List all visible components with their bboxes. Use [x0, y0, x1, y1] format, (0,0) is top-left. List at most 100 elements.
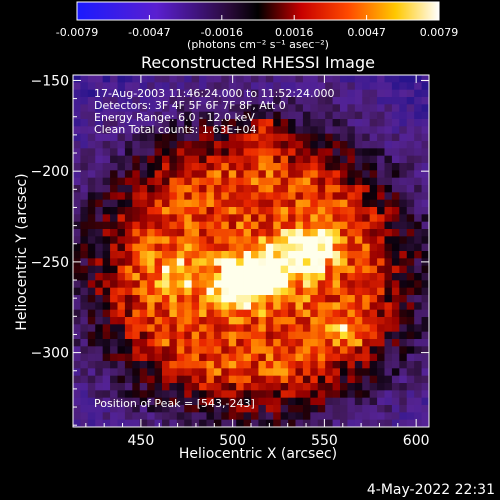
heatmap-cell: [243, 155, 252, 164]
heatmap-cell: [117, 405, 126, 413]
heatmap-cell: [347, 163, 356, 171]
heatmap-cell: [162, 148, 170, 157]
heatmap-cell: [95, 133, 104, 142]
heatmap-cell: [295, 295, 304, 303]
heatmap-cell: [399, 265, 408, 274]
heatmap-cell: [288, 82, 296, 91]
heatmap-cell: [369, 361, 378, 369]
heatmap-cell: [288, 397, 296, 406]
heatmap-cell: [265, 295, 274, 303]
heatmap-cell: [221, 155, 230, 164]
heatmap-cell: [236, 331, 244, 340]
heatmap-cell: [369, 192, 378, 201]
heatmap-cell: [199, 214, 207, 223]
heatmap-cell: [147, 148, 155, 157]
heatmap-cell: [317, 258, 326, 267]
heatmap-cell: [213, 111, 222, 120]
heatmap-cell: [325, 317, 333, 325]
heatmap-cell: [117, 361, 126, 369]
heatmap-cell: [295, 397, 304, 406]
heatmap-cell: [213, 258, 222, 267]
heatmap-cell: [310, 353, 319, 362]
heatmap-cell: [213, 397, 222, 406]
heatmap-cell: [80, 229, 89, 237]
heatmap-cell: [273, 361, 282, 369]
heatmap-cell: [384, 302, 393, 311]
heatmap-cell: [117, 97, 126, 105]
heatmap-cell: [340, 104, 348, 113]
heatmap-cell: [124, 104, 133, 113]
heatmap-cell: [228, 82, 237, 91]
heatmap-cell: [139, 317, 148, 325]
heatmap-cell: [391, 177, 400, 186]
heatmap-cell: [406, 324, 415, 333]
annotation-peak-position: Position of Peak = [543,-243]: [94, 397, 255, 410]
heatmap-cell: [117, 339, 126, 347]
heatmap-cell: [132, 236, 141, 245]
heatmap-cell: [206, 375, 215, 384]
heatmap-cell: [236, 324, 244, 333]
heatmap-cell: [221, 97, 230, 105]
heatmap-cell: [87, 353, 96, 362]
heatmap-cell: [236, 368, 244, 377]
heatmap-cell: [347, 199, 356, 208]
heatmap-cell: [147, 309, 155, 318]
heatmap-cell: [302, 236, 311, 245]
heatmap-cell: [280, 265, 289, 274]
heatmap-cell: [95, 346, 104, 355]
heatmap-cell: [102, 214, 111, 223]
heatmap-cell: [199, 133, 207, 142]
heatmap-cell: [87, 390, 96, 399]
heatmap-cell: [280, 148, 289, 157]
heatmap-cell: [340, 155, 348, 164]
heatmap-cell: [87, 405, 96, 413]
heatmap-cell: [317, 192, 326, 201]
annotation-algorithm: Clean Total counts: 1.63E+04: [94, 123, 257, 136]
heatmap-cell: [169, 280, 178, 289]
heatmap-cell: [169, 419, 178, 428]
heatmap-cell: [302, 229, 311, 237]
heatmap-cell: [265, 89, 274, 98]
heatmap-cell: [162, 419, 170, 428]
heatmap-cell: [280, 214, 289, 223]
heatmap-cell: [184, 155, 193, 164]
heatmap-cell: [213, 265, 222, 274]
heatmap-cell: [251, 295, 259, 303]
heatmap-cell: [102, 119, 111, 127]
heatmap-cell: [102, 302, 111, 311]
heatmap-cell: [295, 280, 304, 289]
heatmap-cell: [139, 148, 148, 157]
heatmap-cell: [154, 221, 163, 230]
heatmap-cell: [377, 97, 385, 105]
heatmap-cell: [406, 192, 415, 201]
heatmap-cell: [377, 273, 385, 281]
heatmap-cell: [199, 251, 207, 259]
annotation-detectors: Detectors: 3F 4F 5F 6F 7F 8F, Att 0: [94, 99, 286, 112]
heatmap-cell: [206, 419, 215, 428]
heatmap-cell: [265, 265, 274, 274]
heatmap-cell: [310, 251, 319, 259]
heatmap-cell: [288, 111, 296, 120]
heatmap-cell: [80, 207, 89, 215]
heatmap-cell: [288, 104, 296, 113]
heatmap-cell: [80, 236, 89, 245]
heatmap-cell: [384, 258, 393, 267]
heatmap-cell: [340, 141, 348, 149]
heatmap-cell: [206, 251, 215, 259]
heatmap-cell: [95, 295, 104, 303]
heatmap-cell: [391, 280, 400, 289]
heatmap-cell: [236, 177, 244, 186]
heatmap-cell: [191, 185, 200, 193]
heatmap-cell: [295, 214, 304, 223]
heatmap-cell: [414, 265, 422, 274]
heatmap-cell: [406, 317, 415, 325]
heatmap-cell: [95, 119, 104, 127]
heatmap-cell: [377, 375, 385, 384]
heatmap-cell: [169, 111, 178, 120]
heatmap-cell: [399, 309, 408, 318]
heatmap-cell: [213, 353, 222, 362]
heatmap-cell: [228, 214, 237, 223]
heatmap-cell: [221, 82, 230, 91]
heatmap-cell: [362, 302, 371, 311]
heatmap-cell: [213, 346, 222, 355]
